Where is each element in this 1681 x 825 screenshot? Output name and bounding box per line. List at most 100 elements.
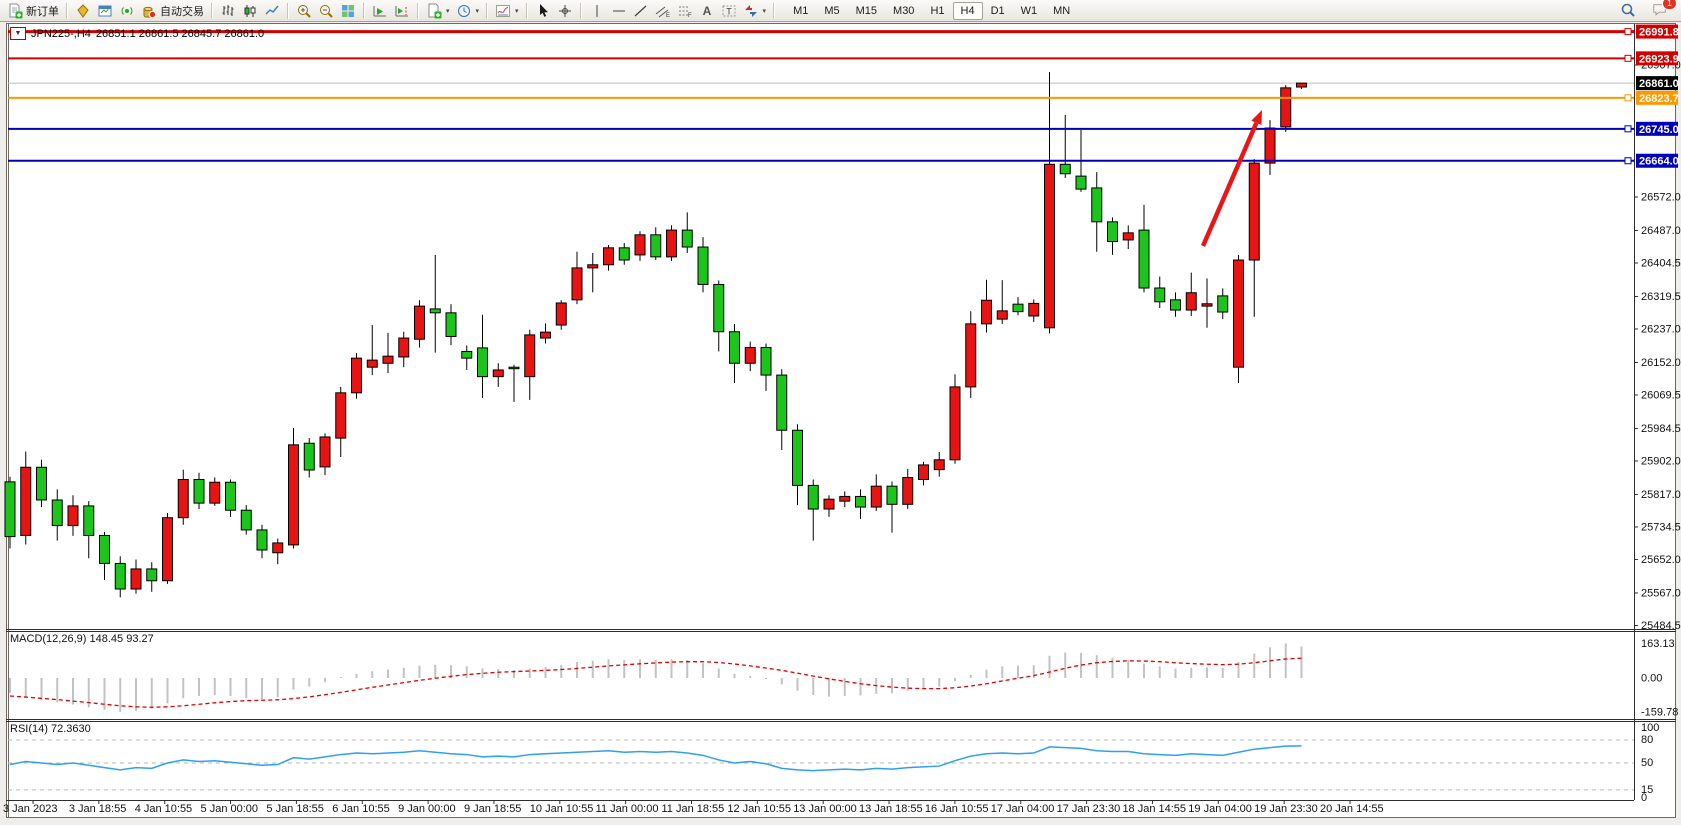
hline-button[interactable]	[608, 2, 630, 20]
toolbar-separator	[579, 2, 582, 19]
svg-text:26923.9: 26923.9	[1639, 53, 1679, 65]
timeframe-h4[interactable]: H4	[952, 1, 983, 20]
open-chart-button[interactable]	[94, 2, 116, 20]
text-button[interactable]: A	[696, 2, 718, 20]
cursor-icon	[535, 3, 551, 19]
timeframe-m1[interactable]: M1	[793, 4, 809, 17]
toolbar-separator	[417, 2, 419, 19]
timeframe-w1[interactable]: W1	[1020, 4, 1038, 17]
svg-text:3 Jan 18:55: 3 Jan 18:55	[69, 803, 127, 815]
svg-text:19 Jan 23:30: 19 Jan 23:30	[1254, 803, 1318, 815]
svg-text:26069.5: 26069.5	[1641, 389, 1681, 401]
svg-text:26861.0: 26861.0	[1639, 78, 1679, 90]
main-toolbar: 新订单 自动交易 ▾ ▾ ▾ E F A T ▾ M1 M5 M15 M30 H1 H4 D1 W1 MN 1	[0, 0, 1681, 22]
timeframe-m5[interactable]: M5	[824, 4, 840, 17]
vline-icon	[589, 3, 605, 19]
svg-text:3 Jan 2023: 3 Jan 2023	[3, 803, 57, 815]
chevron-down-icon: ▾	[446, 7, 450, 15]
svg-text:25652.0: 25652.0	[1641, 554, 1681, 566]
svg-text:26404.5: 26404.5	[1641, 257, 1681, 269]
templates-button[interactable]: ▾	[423, 2, 453, 20]
win-icon	[97, 3, 113, 19]
indicators-button[interactable]: ▾	[492, 2, 522, 20]
svg-text:4 Jan 10:55: 4 Jan 10:55	[135, 803, 193, 815]
search-icon	[1620, 2, 1636, 18]
autotrade-button-label: 自动交易	[160, 5, 204, 18]
svg-text:26991.8: 26991.8	[1639, 27, 1679, 39]
svg-text:163.13: 163.13	[1641, 638, 1675, 650]
market-button[interactable]	[72, 2, 94, 20]
svg-text:25484.5: 25484.5	[1641, 620, 1681, 632]
zoom-out-button[interactable]	[315, 2, 337, 20]
chart-ohlc-values: 26851.1 26861.5 26845.7 26861.0	[95, 27, 265, 40]
clock-icon	[456, 3, 472, 19]
hline-icon	[611, 3, 627, 19]
scroll-icon	[372, 3, 388, 19]
arrows-icon	[743, 3, 759, 19]
arrows-button[interactable]: ▾	[740, 2, 770, 20]
toolbar-separator	[363, 2, 365, 19]
macd-main-value: 148.45	[89, 633, 124, 645]
crosshair-icon	[557, 3, 573, 19]
autotrade-button[interactable]: 自动交易	[138, 2, 207, 20]
svg-text:16 Jan 10:55: 16 Jan 10:55	[925, 803, 989, 815]
time-axis-labels: 3 Jan 2023 3 Jan 18:55 4 Jan 10:55 5 Jan 00…	[3, 800, 1384, 815]
timeframe-h1[interactable]: H1	[930, 4, 945, 17]
svg-text:25567.0: 25567.0	[1641, 587, 1681, 599]
symbol-dropdown-icon[interactable]: ▼	[10, 27, 26, 40]
fibo-button[interactable]: F	[674, 2, 696, 20]
trend-icon	[633, 3, 649, 19]
svg-text:26745.0: 26745.0	[1639, 124, 1679, 136]
timeframe-mn[interactable]: MN	[1053, 4, 1071, 17]
crosshair-button[interactable]	[554, 2, 576, 20]
fibo-icon: F	[677, 3, 693, 19]
vline-button[interactable]	[586, 2, 608, 20]
svg-text:0.00: 0.00	[1641, 673, 1662, 685]
svg-text:26152.0: 26152.0	[1641, 357, 1681, 369]
textA-icon: A	[699, 3, 715, 19]
svg-text:18 Jan 14:55: 18 Jan 14:55	[1122, 803, 1186, 815]
notifications-button[interactable]: 1	[1649, 0, 1677, 19]
svg-text:13 Jan 18:55: 13 Jan 18:55	[859, 803, 923, 815]
search-button[interactable]	[1617, 1, 1639, 19]
svg-text:80: 80	[1641, 734, 1653, 746]
signals-button[interactable]	[116, 2, 138, 20]
svg-text:15: 15	[1641, 784, 1653, 796]
line-chart-button[interactable]	[261, 2, 283, 20]
candles-icon	[242, 3, 258, 19]
new-order-button-label: 新订单	[26, 5, 59, 18]
bar-chart-button[interactable]	[217, 2, 239, 20]
svg-text:E: E	[666, 13, 670, 19]
auto-scroll-button[interactable]	[369, 2, 391, 20]
cursor-button[interactable]	[532, 2, 554, 20]
label-button[interactable]: T	[718, 2, 740, 20]
svg-text:9 Jan 18:55: 9 Jan 18:55	[464, 803, 522, 815]
zoom-in-button[interactable]	[293, 2, 315, 20]
candle-chart-button[interactable]	[239, 2, 261, 20]
tile-windows-button[interactable]	[337, 2, 359, 20]
tile-icon	[340, 3, 356, 19]
svg-text:17 Jan 04:00: 17 Jan 04:00	[991, 803, 1055, 815]
timeframe-d1[interactable]: D1	[990, 4, 1005, 17]
svg-text:26487.0: 26487.0	[1641, 225, 1681, 237]
channel-button[interactable]: E	[652, 2, 674, 20]
chart-shift-button[interactable]	[391, 2, 413, 20]
timeframe-m15[interactable]: M15	[855, 4, 878, 17]
shift-icon	[394, 3, 410, 19]
svg-text:25984.5: 25984.5	[1641, 423, 1681, 435]
svg-text:6 Jan 10:55: 6 Jan 10:55	[332, 803, 390, 815]
timeframe-m30[interactable]: M30	[893, 4, 915, 17]
period-button[interactable]: ▾	[453, 2, 483, 20]
template-icon	[426, 3, 442, 19]
svg-text:9 Jan 00:00: 9 Jan 00:00	[398, 803, 456, 815]
toolbar-separator	[486, 2, 489, 19]
rsi-name: RSI(14)	[10, 723, 48, 735]
svg-text:25734.5: 25734.5	[1641, 521, 1681, 533]
trendline-button[interactable]	[630, 2, 652, 20]
bars-icon	[220, 3, 236, 19]
gold-icon	[75, 3, 91, 19]
notification-badge: 1	[1661, 0, 1677, 10]
svg-text:25902.0: 25902.0	[1641, 455, 1681, 467]
new-order-button[interactable]: 新订单	[4, 2, 62, 20]
